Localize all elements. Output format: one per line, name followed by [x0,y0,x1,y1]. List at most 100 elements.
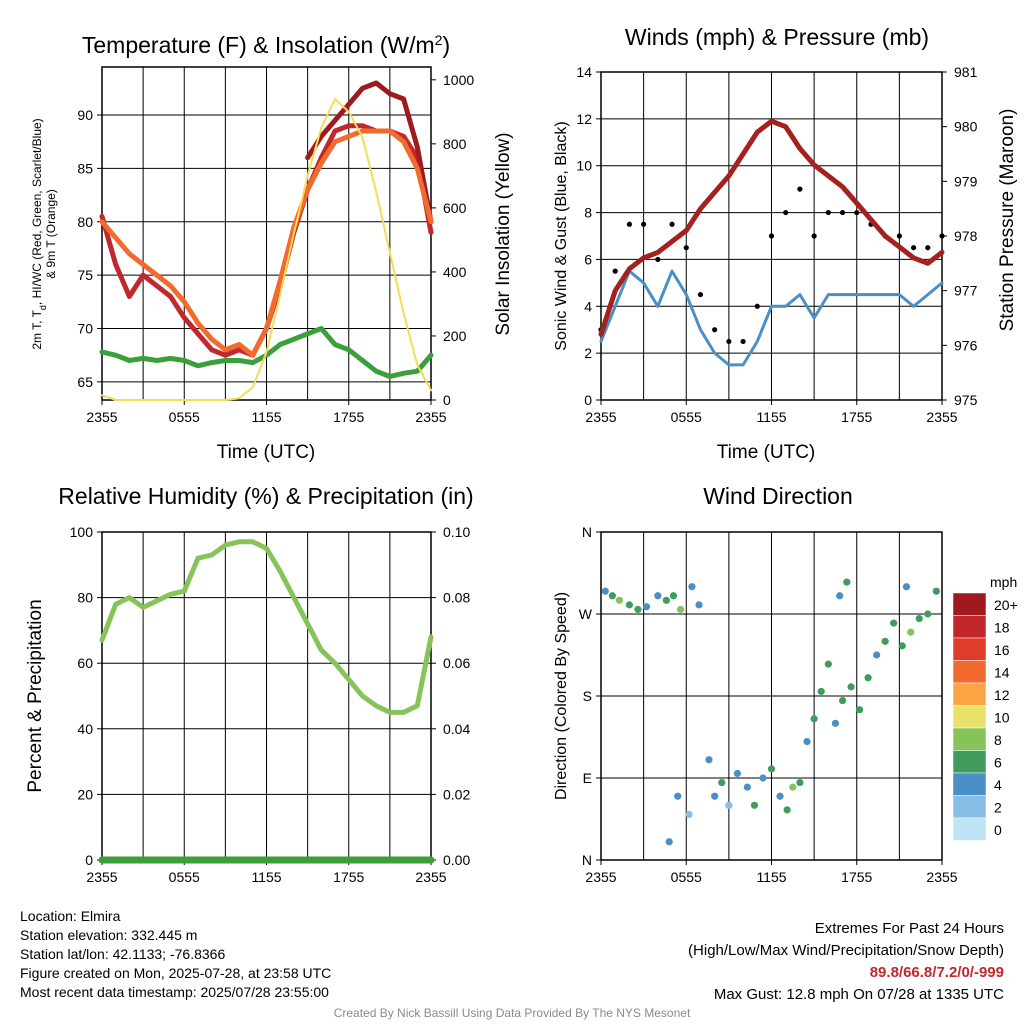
direction-point [674,792,682,800]
panel0-y2tick-label: 800 [443,136,467,152]
series-rh-line [99,539,434,715]
panel0-ytick-label: 65 [77,374,93,390]
panel2-y2tick-label: 0.08 [443,590,470,606]
direction-point [676,605,685,614]
dir-ylabel: Direction (Colored By Speed) [553,592,570,800]
temp-xlabel: Time (UTC) [217,442,316,463]
panel0-xtick-label: 1155 [251,409,281,425]
direction-point [810,715,818,723]
panel2-y2tick-label: 0.06 [443,655,470,671]
panel0-ytick-label: 70 [77,320,93,336]
direction-point [796,778,804,787]
panel1-ytick-label: 10 [576,158,592,174]
panel1-y2tick-label: 978 [954,228,978,244]
panel2-ytick-label: 60 [77,655,93,671]
gust-point [683,245,689,251]
direction-point [601,587,609,595]
colorbar-cell [952,772,987,796]
gust-point [939,233,945,239]
direction-point [915,614,923,623]
series-td-line [99,326,434,379]
direction-point [662,596,670,604]
direction-point [824,660,832,668]
panel2-xtick-label: 2355 [415,869,446,885]
extremes-subtitle: (High/Low/Max Wind/Precipitation/Snow De… [688,942,1004,959]
panel1-xtick-label: 1755 [841,409,872,425]
panel3-ytick-label: S [583,688,592,704]
gust-point [754,303,760,309]
panel0-ytick-label: 80 [77,214,93,230]
colorbar-label: 0 [994,822,1002,838]
direction-point [669,592,678,600]
gust-point [854,209,860,216]
gust-point [669,221,675,227]
colorbar-cell [952,660,987,684]
direction-point [725,801,733,809]
panel1-y2tick-label: 981 [954,64,978,80]
direction-point [847,683,855,691]
direction-point [688,583,696,591]
gust-point [811,233,817,239]
series-9m-t-line [99,128,434,358]
panel1-xtick-label: 2355 [585,409,616,425]
gust-point [768,233,775,239]
wind-ylabel: Sonic Wind & Gust (Blue, Black) [553,121,570,350]
panel1-y2tick-label: 975 [954,392,978,408]
panel3-ytick-label: E [583,770,592,786]
panel0-xtick-label: 1755 [333,409,364,425]
colorbar-cell [952,727,987,751]
panel1-y2tick-label: 977 [954,283,978,299]
panel0-y2tick-label: 400 [443,264,467,280]
gust-point [697,291,704,298]
direction-point [685,810,693,819]
direction-point [902,583,911,591]
panel0-ytick-label: 75 [77,267,93,283]
direction-point [642,603,651,611]
panel2-xtick-label: 0555 [169,869,200,885]
panel2-y2tick-label: 0.00 [443,852,470,868]
panel0-xtick-label: 2355 [415,409,446,425]
gust-point [896,233,902,239]
colorbar-cell [952,682,987,706]
direction-point [890,619,898,627]
panel0-ytick-label: 85 [77,160,93,176]
direction-point [718,778,726,787]
panel1-xtick-label: 2355 [926,409,957,425]
gust-point [641,221,647,227]
panel1-ytick-label: 14 [576,64,592,80]
series-station-pressure-line [598,118,945,337]
panel1-y2tick-label: 979 [954,173,978,189]
direction-point [932,587,940,595]
panel1-ytick-label: 4 [584,298,592,314]
direction-point [743,783,751,791]
colorbar-label: 16 [994,642,1010,658]
colorbar-cell [952,795,987,819]
direction-point [881,637,889,645]
panel2-xtick-label: 1155 [251,869,281,885]
gust-point [626,221,633,227]
panel1-xtick-label: 1155 [756,409,786,425]
extremes-title: Extremes For Past 24 Hours [814,920,1004,937]
panel2-ytick-label: 40 [77,721,93,737]
colorbar-label: 20+ [994,597,1018,613]
colorbar-label: 8 [994,732,1002,748]
gust-point [910,245,917,251]
panel2-y2tick-label: 0.04 [443,721,470,737]
recent-timestamp: Most recent data timestamp: 2025/07/28 2… [20,984,329,1000]
rh-ylabel: Percent & Precipitation [25,599,46,792]
colorbar-cell [952,592,987,616]
panel0-y2tick-label: 1000 [443,72,474,88]
gust-point [726,338,732,345]
direction-point [924,610,932,618]
direction-point [864,674,872,682]
panel1-ytick-label: 0 [584,392,592,408]
colorbar-cell [952,705,987,729]
direction-point [831,719,840,727]
temp-ylabel: 2m T, Td, HI/WC (Red, Green, Scarlet/Blu… [30,118,48,349]
panel1-xtick-label: 0555 [671,409,702,425]
direction-point [838,696,847,705]
gust-point [655,256,661,263]
panel0-xtick-label: 0555 [169,409,200,425]
panel0-y2tick-label: 200 [443,328,467,344]
